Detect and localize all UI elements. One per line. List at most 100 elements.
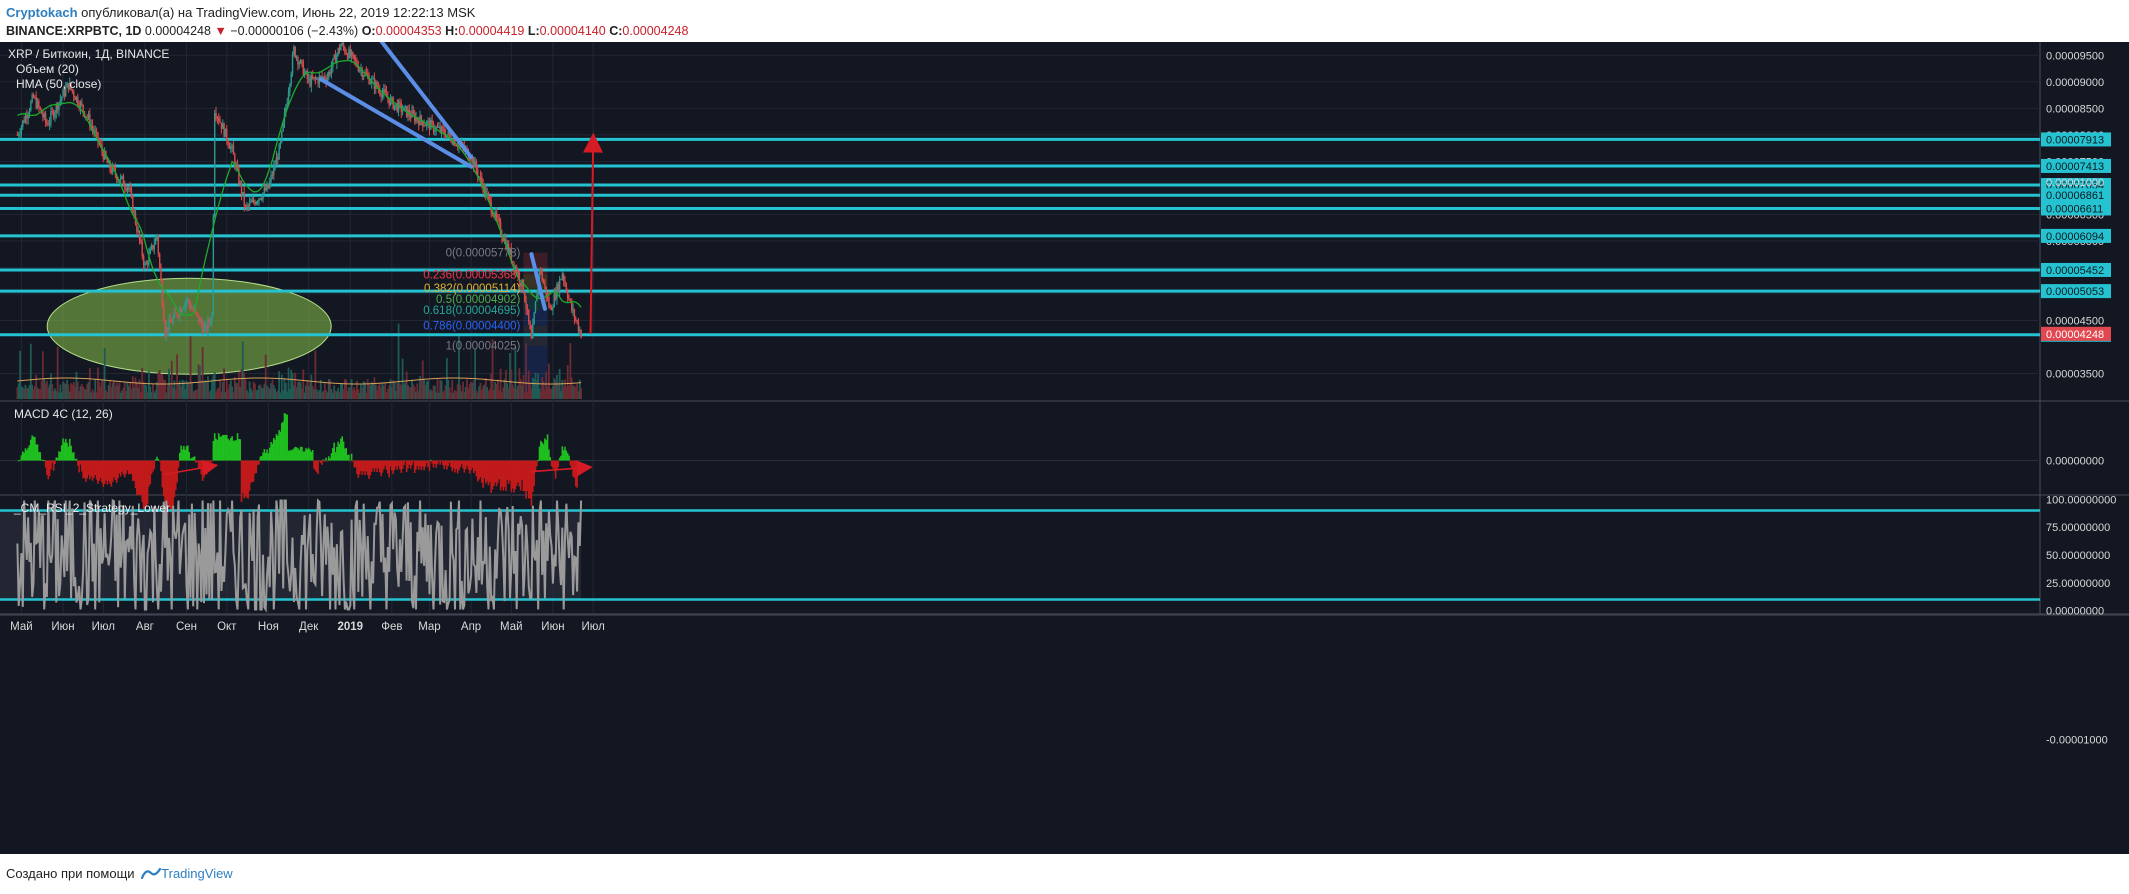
open-label: O: <box>361 24 376 38</box>
candle-body <box>24 115 27 123</box>
volume-bar <box>200 380 203 399</box>
candle-body <box>65 87 67 96</box>
candle-body <box>434 130 436 132</box>
volume-bar <box>27 388 30 399</box>
fib-label: 0.236(0.00005368) <box>423 269 520 281</box>
macd-bar <box>165 460 168 510</box>
candle-body <box>356 60 358 67</box>
macd-bar <box>71 452 74 461</box>
volume-bar <box>323 382 326 399</box>
macd-bar <box>146 460 149 504</box>
candle-body <box>380 94 382 98</box>
rsi-tick-label: 0.00000000 <box>2046 606 2104 618</box>
volume-bar <box>105 390 107 399</box>
macd-bar <box>356 460 358 475</box>
volume-bar <box>380 387 383 399</box>
volume-bar <box>236 383 239 399</box>
candle-body <box>294 46 296 58</box>
time-tick-label: Сен <box>176 621 197 633</box>
candle-body <box>129 187 131 190</box>
volume-bar <box>507 388 510 399</box>
macd-bar <box>314 460 317 471</box>
macd-bar <box>462 460 464 469</box>
candle-body <box>106 158 109 164</box>
macd-bar <box>483 460 486 479</box>
candle-body <box>486 193 488 197</box>
candle-body <box>324 76 326 80</box>
volume-bar <box>83 388 86 399</box>
macd-bar <box>447 460 450 466</box>
volume-bar <box>470 381 472 399</box>
candle-body <box>185 299 188 303</box>
volume-bar <box>452 392 455 399</box>
volume-bar <box>497 379 499 399</box>
volume-bar <box>79 386 82 399</box>
volume-bar <box>385 392 388 399</box>
macd-bar <box>475 460 478 477</box>
volume-bar <box>157 372 160 399</box>
candle-body <box>30 101 32 111</box>
macd-bar <box>282 421 284 461</box>
macd-bar <box>133 460 135 481</box>
macd-bar <box>161 460 164 488</box>
author-link[interactable]: Cryptokach <box>6 5 78 20</box>
time-tick-label: Авг <box>136 621 154 633</box>
macd-bar <box>518 460 521 487</box>
macd-bar <box>502 460 505 491</box>
volume-bar <box>428 390 431 399</box>
chart-svg[interactable]: 0.000095000.000090000.000085000.00008000… <box>0 42 2129 854</box>
candle-body <box>558 279 561 291</box>
candle-body <box>332 58 334 68</box>
volume-bar <box>377 385 380 399</box>
candle-body <box>285 107 287 113</box>
macd-bar <box>393 460 396 471</box>
volume-bar <box>550 388 553 399</box>
candle-body <box>361 69 364 77</box>
macd-bar <box>440 460 443 462</box>
chart-area[interactable]: 0.000095000.000090000.000085000.00008000… <box>0 42 2129 854</box>
divergence-arrow <box>163 459 219 476</box>
macd-bar <box>256 460 259 466</box>
volume-bar <box>525 343 527 399</box>
volume-bar <box>429 389 432 399</box>
macd-bar <box>144 460 146 509</box>
candle-body <box>533 313 535 324</box>
volume-bar <box>557 384 560 399</box>
volume-bar <box>382 385 385 399</box>
candle-body <box>215 113 217 118</box>
candle-body <box>208 319 211 323</box>
volume-bar <box>464 386 467 399</box>
candle-body <box>172 317 174 324</box>
candle-body <box>150 245 153 250</box>
volume-bar <box>139 391 142 399</box>
macd-bar <box>485 460 487 484</box>
candle-body <box>90 125 92 127</box>
candle-body <box>545 286 547 297</box>
volume-bar <box>396 383 399 399</box>
volume-bar <box>441 392 444 399</box>
macd-bar <box>419 460 421 467</box>
macd-bar <box>246 460 248 498</box>
macd-bar <box>412 460 415 462</box>
candle-body <box>565 284 568 292</box>
candle-body <box>362 75 365 77</box>
macd-bar <box>183 445 185 461</box>
candle-body <box>485 186 487 197</box>
macd-bar <box>286 414 288 461</box>
macd-bar <box>380 460 382 477</box>
volume-bar <box>162 379 165 399</box>
candle-body <box>357 66 360 71</box>
macd-bar <box>470 460 472 470</box>
divergence-arrow <box>530 460 593 477</box>
volume-bar <box>148 371 150 399</box>
candle-body <box>141 242 143 257</box>
macd-bar <box>19 459 21 461</box>
macd-bar <box>240 460 243 503</box>
close-value: 0.00004248 <box>622 24 689 38</box>
candle-body <box>145 262 147 265</box>
volume-bar <box>578 379 581 399</box>
level-price-label: 0.00005452 <box>2046 265 2104 277</box>
macd-bar <box>357 460 360 478</box>
tradingview-link[interactable]: TradingView <box>161 866 233 881</box>
volume-bar <box>433 385 436 399</box>
